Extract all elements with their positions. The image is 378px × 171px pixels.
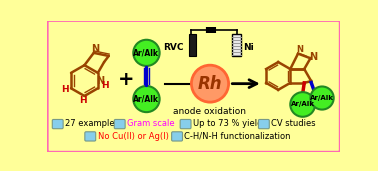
Text: +: +	[118, 70, 135, 89]
Text: N: N	[309, 52, 317, 62]
FancyBboxPatch shape	[189, 34, 196, 56]
Text: N: N	[296, 45, 303, 54]
FancyBboxPatch shape	[180, 120, 191, 129]
Text: 27 examples: 27 examples	[65, 119, 119, 128]
FancyBboxPatch shape	[172, 132, 183, 141]
Text: Ar/Alk: Ar/Alk	[133, 95, 160, 104]
Text: Ar/Alk: Ar/Alk	[133, 48, 160, 57]
Text: Ar/Alk: Ar/Alk	[291, 101, 314, 107]
FancyBboxPatch shape	[259, 120, 269, 129]
Circle shape	[310, 87, 334, 110]
Text: H: H	[61, 85, 69, 94]
Circle shape	[290, 92, 315, 117]
Text: C-H/N-H functionalization: C-H/N-H functionalization	[184, 131, 291, 141]
Circle shape	[133, 86, 160, 112]
Circle shape	[191, 65, 229, 102]
FancyBboxPatch shape	[114, 120, 125, 129]
Text: H: H	[101, 81, 108, 90]
Text: anode oxidation: anode oxidation	[174, 107, 246, 116]
Text: N: N	[91, 44, 99, 54]
Circle shape	[133, 40, 160, 66]
Text: Rh: Rh	[198, 75, 222, 93]
Text: Gram scale: Gram scale	[127, 119, 175, 128]
Text: Ar/Alk: Ar/Alk	[310, 95, 334, 101]
Text: Ni: Ni	[243, 43, 254, 52]
Text: Up to 73 % yield: Up to 73 % yield	[193, 119, 262, 128]
FancyBboxPatch shape	[85, 132, 96, 141]
FancyBboxPatch shape	[232, 34, 241, 56]
Text: CV studies: CV studies	[271, 119, 316, 128]
Text: No Cu(II) or Ag(I): No Cu(II) or Ag(I)	[98, 131, 169, 141]
FancyBboxPatch shape	[52, 120, 63, 129]
Text: RVC: RVC	[163, 43, 184, 52]
Text: H: H	[79, 96, 87, 105]
Text: N: N	[96, 76, 104, 86]
